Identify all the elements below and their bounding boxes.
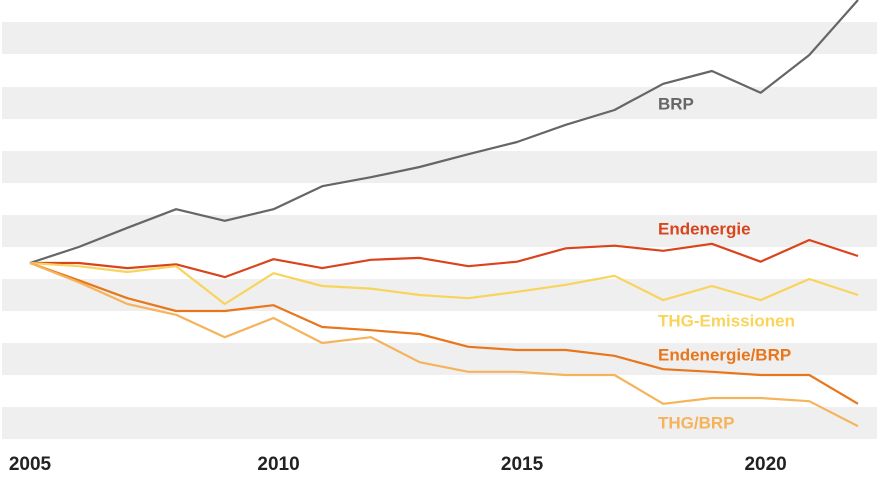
band — [2, 22, 877, 54]
band — [2, 87, 877, 119]
series-line — [29, 261, 859, 405]
x-tick-label: 2010 — [257, 454, 299, 475]
series-label: THG/BRP — [658, 413, 735, 432]
band — [2, 151, 877, 183]
series-label: Endenergie — [658, 219, 751, 238]
band — [2, 407, 877, 439]
series-label: THG-Emissionen — [658, 311, 795, 330]
series-line — [29, 0, 859, 265]
x-tick-label: 2005 — [9, 454, 52, 475]
band — [2, 279, 877, 311]
x-tick-label: 2015 — [501, 454, 544, 475]
x-tick-label: 2020 — [744, 454, 786, 475]
series-line — [30, 238, 859, 279]
series-label: Endenergie/BRP — [658, 345, 791, 364]
series-line — [29, 261, 859, 306]
series-label: BRP — [658, 94, 694, 113]
background-bands — [2, 22, 877, 439]
series-line — [29, 261, 859, 428]
band — [2, 343, 877, 375]
